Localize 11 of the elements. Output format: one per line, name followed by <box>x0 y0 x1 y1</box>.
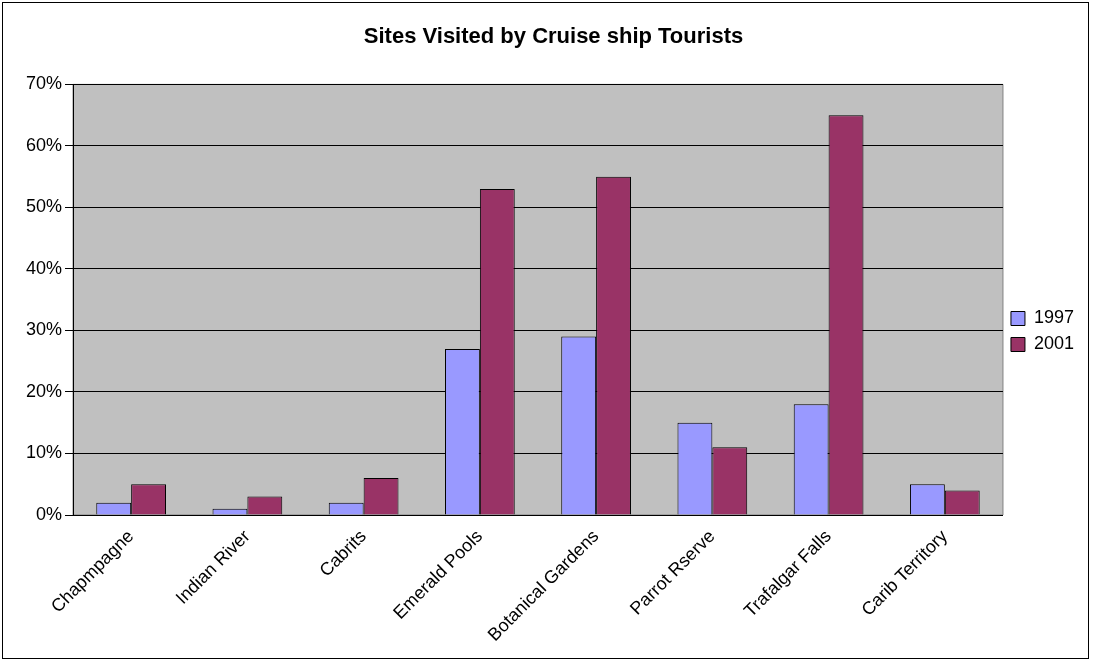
y-tick-label: 20% <box>26 380 63 401</box>
legend-label: 2001 <box>1033 333 1074 354</box>
y-tick-label: 70% <box>26 73 63 94</box>
y-tick-label: 50% <box>26 196 63 217</box>
y-tick-label: 30% <box>26 319 63 340</box>
y-tick-label: 10% <box>26 442 63 463</box>
y-tick-label: 40% <box>26 257 63 278</box>
y-tick-label: 60% <box>26 134 63 155</box>
legend-label: 1997 <box>1033 307 1074 328</box>
y-tick-label: 0% <box>36 503 63 524</box>
chart-title: Sites Visited by Cruise ship Tourists <box>363 23 744 49</box>
